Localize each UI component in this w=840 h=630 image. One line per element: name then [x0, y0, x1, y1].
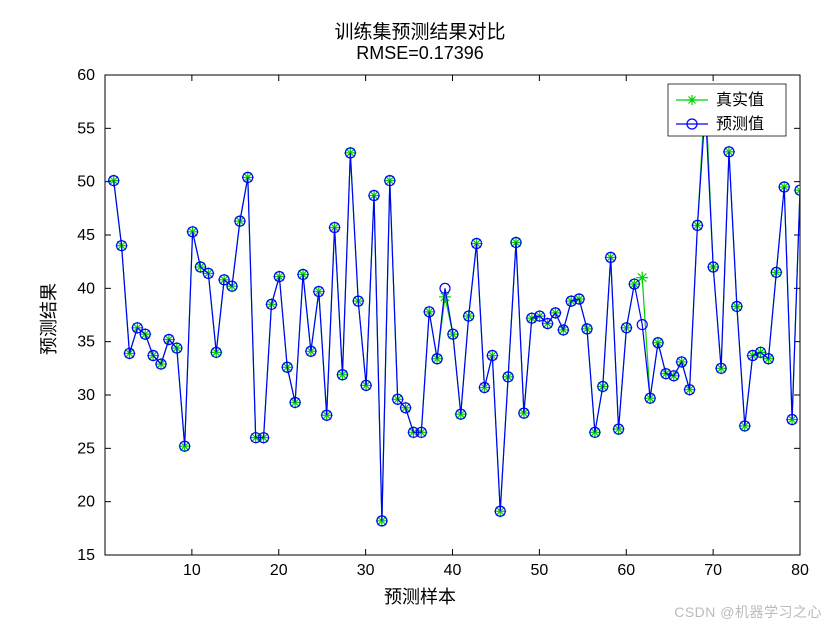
svg-text:真实值: 真实值 — [716, 91, 764, 109]
chart-container: 10 20 30 40 50 60 70 80 15 20 25 30 35 40 45 50 55 60 真实值预… — [0, 0, 840, 630]
svg-text:60: 60 — [617, 562, 635, 579]
svg-text:80: 80 — [791, 562, 809, 579]
watermark-text: CSDN @机器学习之心 — [674, 602, 822, 622]
svg-text:50: 50 — [77, 174, 95, 191]
svg-text:30: 30 — [357, 562, 375, 579]
svg-text:60: 60 — [77, 67, 95, 84]
svg-text:15: 15 — [77, 547, 95, 564]
svg-text:40: 40 — [444, 562, 462, 579]
svg-text:10: 10 — [183, 562, 201, 579]
chart-subtitle: RMSE=0.17396 — [0, 43, 840, 64]
svg-text:预测值: 预测值 — [716, 115, 764, 133]
svg-text:45: 45 — [77, 227, 95, 244]
svg-text:70: 70 — [704, 562, 722, 579]
svg-text:40: 40 — [77, 280, 95, 297]
svg-text:35: 35 — [77, 334, 95, 351]
chart-ylabel: 预测结果 — [35, 283, 61, 355]
chart-title: 训练集预测结果对比 — [0, 17, 840, 44]
svg-text:20: 20 — [77, 494, 95, 511]
svg-text:50: 50 — [530, 562, 548, 579]
svg-text:55: 55 — [77, 120, 95, 137]
chart-svg: 10 20 30 40 50 60 70 80 15 20 25 30 35 40 45 50 55 60 真实值预… — [0, 0, 840, 630]
svg-text:30: 30 — [77, 387, 95, 404]
svg-text:25: 25 — [77, 440, 95, 457]
svg-text:20: 20 — [270, 562, 288, 579]
